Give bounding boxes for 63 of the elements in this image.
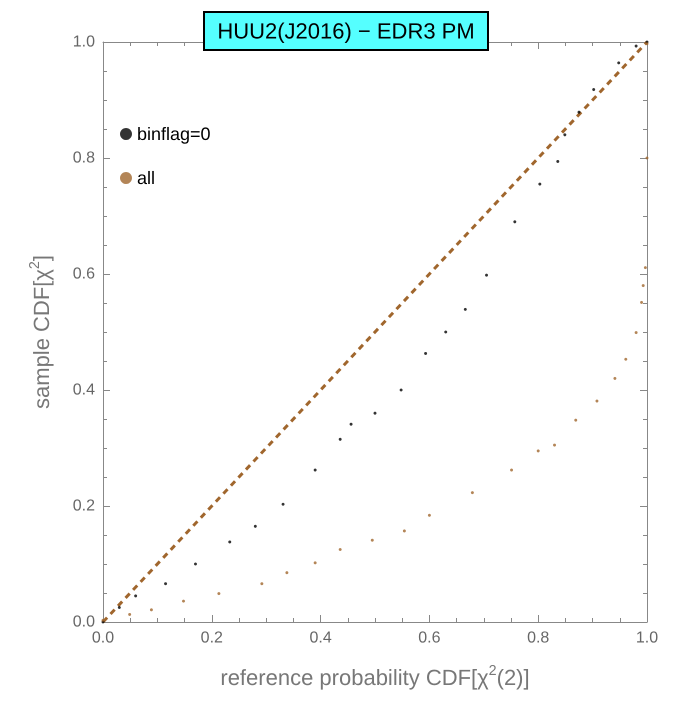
point	[538, 182, 542, 186]
point	[592, 88, 596, 92]
point	[314, 468, 317, 472]
x-tick-label: 0.0	[92, 630, 114, 646]
point	[182, 600, 186, 603]
point	[260, 582, 264, 586]
point	[642, 284, 645, 288]
point	[617, 61, 620, 64]
point	[510, 468, 514, 472]
x-tick-label: 0.4	[309, 630, 332, 646]
y-tick-label: 0.8	[72, 150, 96, 166]
point	[613, 376, 616, 380]
point	[350, 422, 353, 426]
point	[595, 400, 598, 403]
point	[282, 502, 285, 506]
x-tick-label: 0.8	[527, 630, 550, 646]
point	[470, 491, 474, 494]
y-tick-label: 1.0	[72, 34, 96, 50]
point	[553, 444, 556, 447]
point	[118, 606, 121, 609]
legend-label: binflag=0	[137, 124, 211, 144]
point	[194, 562, 197, 566]
point	[424, 352, 428, 355]
point	[485, 274, 488, 277]
point	[536, 449, 540, 452]
point	[254, 524, 257, 528]
point	[400, 388, 403, 392]
point	[640, 300, 644, 304]
x-tick-label: 1.0	[636, 630, 658, 646]
x-tick-label: 0.2	[200, 630, 224, 646]
point	[285, 571, 288, 574]
point	[374, 412, 376, 415]
y-tick-label: 0.4	[72, 382, 96, 398]
x-tick-label: 0.6	[418, 630, 441, 646]
point	[370, 538, 374, 542]
point	[338, 548, 342, 551]
point	[338, 438, 342, 441]
point	[464, 308, 467, 311]
point	[556, 160, 560, 163]
point	[402, 529, 406, 532]
point	[134, 594, 138, 598]
point	[150, 608, 153, 612]
point	[513, 220, 516, 224]
y-axis-title: sample CDF[χ2]	[26, 255, 54, 409]
y-tick-label: 0.2	[72, 498, 96, 514]
point	[217, 592, 220, 596]
point	[644, 266, 647, 270]
point	[624, 358, 628, 361]
point	[578, 110, 580, 114]
chart-title: HUU2(J2016) − EDR3 PM	[217, 18, 475, 44]
point	[428, 514, 431, 517]
point	[646, 156, 648, 160]
y-tick-label: 0.6	[72, 266, 96, 282]
point	[444, 330, 448, 334]
point	[314, 561, 317, 564]
legend-label: all	[137, 168, 156, 188]
point	[128, 612, 132, 616]
point	[164, 582, 168, 586]
point	[563, 133, 566, 136]
point	[634, 331, 638, 334]
point	[634, 44, 638, 48]
point	[228, 540, 232, 544]
y-tick-label: 0.0	[72, 614, 96, 630]
